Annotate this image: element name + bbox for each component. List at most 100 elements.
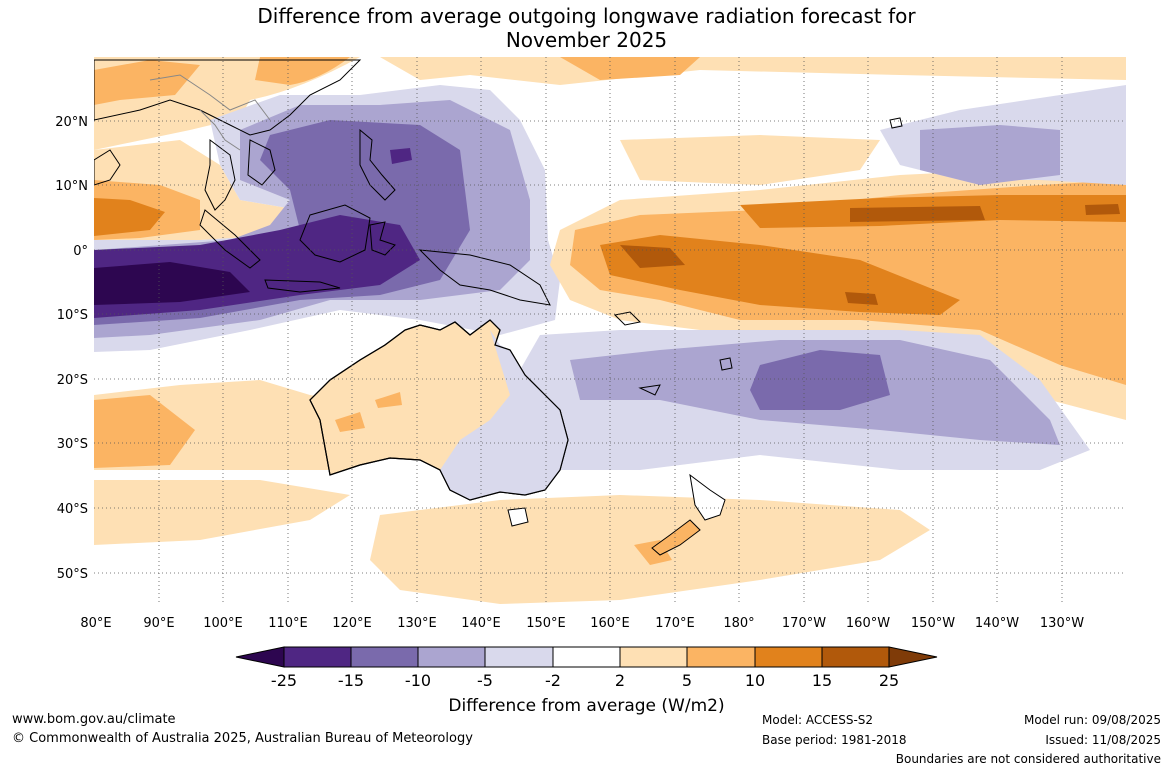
australia-east-negative [440,330,568,500]
asia-mainland-coastline [94,59,362,136]
hawaii-islands [889,117,903,129]
colorbar-bin [754,646,823,668]
lat-label: 30°S [57,437,88,452]
title-line-1: Difference from average outgoing longwav… [257,4,916,28]
lon-label: 80°E [80,616,111,631]
lat-label: 10°S [57,308,88,323]
anomaly-region-east-equatorial-extreme-positive [1085,204,1120,215]
colorbar-below-arrow [235,646,285,668]
country-borders-indochina [199,109,241,151]
anomaly-region-north-pacific-negative-moderate [920,125,1060,185]
lat-label: 0° [73,244,88,259]
colorbar-bin [821,646,890,668]
lon-label: 130°E [397,616,437,631]
boundaries-note: Boundaries are not considered authoritat… [895,752,1161,766]
colorbar-tick-label: -5 [477,671,493,690]
map-figure: 20°N 10°N 0° 10°S 20°S 30°S 40°S 50°S 80… [55,57,1126,631]
anomaly-region-south-pacific-negative-strong [750,350,890,410]
anomaly-region-indian-ocean-positive-strong [94,198,165,236]
anomaly-region-pacific-extreme-positive-b [845,292,878,305]
anomaly-region-pacific-extreme-positive-a [620,245,685,268]
new-caledonia [638,384,661,396]
map-plot-area [94,57,1126,604]
new-guinea-coastline [418,249,551,306]
anomaly-region-maritime-continent-extreme [94,262,250,305]
anomaly-region-southern-indian-positive-moderate [94,395,195,468]
vanuatu-islands [613,311,642,326]
colorbar-bin [417,646,486,668]
lat-label: 20°S [57,373,88,388]
map-title: Difference from average outgoing longwav… [0,4,1173,52]
lon-label: 150°E [526,616,566,631]
new-zealand-north-island [689,473,726,521]
title-line-2: November 2025 [505,28,668,52]
colorbar-tick-label: 15 [811,671,833,690]
colorbar-bin [619,646,688,668]
colorbar-tick-label: 2 [614,671,626,690]
sri-lanka-area-coastline [94,149,121,186]
colorbar-tick-label: -10 [404,671,432,690]
anomaly-region-southern-ocean-positive-west [94,480,350,545]
lat-label: 10°N [55,179,88,194]
colorbar-bin [350,646,419,668]
lat-label: 20°N [55,115,88,130]
anomaly-region-north-pacific-positive [560,57,700,80]
philippines-coastline [359,128,396,201]
copyright-text: © Commonwealth of Australia 2025, Austra… [12,731,473,746]
lon-label: 140°W [975,616,1019,631]
sulawesi-coastline [369,221,396,256]
lon-label: 160°E [590,616,630,631]
new-zealand-south-island [651,519,701,556]
colorbar-above-arrow [888,646,938,668]
colorbar-tick-label: -25 [270,671,298,690]
lon-label: 170°W [782,616,826,631]
sumatra-coastline [199,209,261,269]
colorbar-title: Difference from average (W/m2) [448,696,725,716]
colorbar-tick-label: -15 [337,671,365,690]
anomaly-region-north-positive-strong [255,57,350,85]
model-name: Model: ACCESS-S2 [762,713,874,727]
lat-label: 40°S [57,502,88,517]
anomaly-region-north-equatorial-extreme-positive [850,206,985,222]
colorbar-tick-label: 10 [744,671,766,690]
australia-coastline [309,319,569,501]
anomaly-region-north-pacific-band-positive [620,135,880,185]
lon-label: 120°E [332,616,372,631]
model-run-date: Model run: 09/08/2025 [1023,713,1161,727]
fiji-islands [719,357,733,371]
country-borders [149,74,271,121]
lon-label: 90°E [143,616,174,631]
java-coastline [264,279,341,293]
colorbar [235,646,938,668]
lat-label: 50°S [57,567,88,582]
colorbar-bin [552,646,621,668]
vietnam-coastline [247,139,276,186]
longitude-labels: 80°E 90°E 100°E 110°E 120°E 130°E 140°E … [80,616,1084,631]
borneo-coastline [299,204,371,263]
australia-west-positive [335,412,365,432]
australia-inland-positive [375,392,402,408]
colorbar-tick-label: 25 [878,671,900,690]
tasmania [507,507,529,527]
issued-date: Issued: 11/08/2025 [1045,733,1161,747]
indochina-peninsula-coastline [204,139,236,211]
lon-label: 130°W [1040,616,1084,631]
website-link[interactable]: www.bom.gov.au/climate [12,712,176,727]
colorbar-bin [686,646,756,668]
anomaly-region-north-positive [380,57,1126,85]
graticule [94,57,1126,604]
colorbar-tick-label: 5 [681,671,693,690]
anomaly-region-philippines-negative [390,148,412,164]
lon-label: 170°E [655,616,695,631]
colorbar-bin [283,646,352,668]
colorbar-bin [484,646,554,668]
lon-label: 110°E [268,616,308,631]
lon-label: 180° [723,616,754,631]
base-period: Base period: 1981-2018 [762,733,907,747]
lon-label: 140°E [461,616,501,631]
map-svg: 20°N 10°N 0° 10°S 20°S 30°S 40°S 50°S 80… [55,57,1126,631]
colorbar-tick-label: -2 [545,671,561,690]
lon-label: 150°W [911,616,955,631]
lon-label: 100°E [203,616,243,631]
anomaly-region-india-positive [94,60,200,105]
